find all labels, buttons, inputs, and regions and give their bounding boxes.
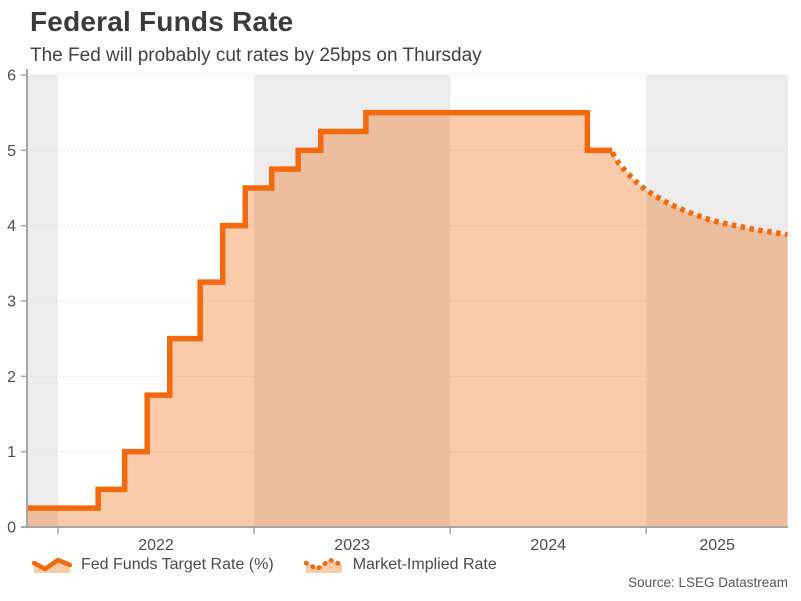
area-solid-swatch-icon — [32, 557, 72, 573]
chart-header: Federal Funds Rate The Fed will probably… — [30, 6, 482, 67]
x-tick-label: 2022 — [138, 537, 174, 554]
fed-funds-target-line — [27, 109, 613, 511]
y-tick-label: 1 — [7, 444, 16, 461]
chart-subtitle: The Fed will probably cut rates by 25bps… — [30, 45, 482, 66]
legend-label-fed-funds-target: Fed Funds Target Rate (%) — [81, 556, 274, 573]
legend: Fed Funds Target Rate (%) Market-Implied… — [32, 556, 497, 574]
chart-title: Federal Funds Rate — [30, 6, 294, 37]
y-tick-label: 4 — [7, 218, 16, 235]
source-text: Source: LSEG Datastream — [628, 575, 788, 590]
x-tick-label: 2023 — [334, 537, 370, 554]
x-tick-label: 2024 — [530, 537, 566, 554]
legend-label-market-implied: Market-Implied Rate — [352, 556, 497, 573]
y-tick-label: 2 — [7, 369, 16, 386]
y-tick-label: 5 — [7, 143, 16, 160]
y-tick-label: 3 — [7, 294, 16, 311]
x-tick-label: 2025 — [699, 537, 735, 554]
legend-item-market-implied: Market-Implied Rate — [303, 556, 497, 574]
y-tick-label: 6 — [7, 68, 16, 85]
legend-item-fed-funds-target: Fed Funds Target Rate (%) — [32, 556, 274, 574]
market-implied-line — [609, 151, 788, 238]
area-dotted-swatch-icon — [303, 557, 344, 573]
area-fill — [27, 112, 788, 528]
y-tick-label: 0 — [7, 520, 16, 537]
